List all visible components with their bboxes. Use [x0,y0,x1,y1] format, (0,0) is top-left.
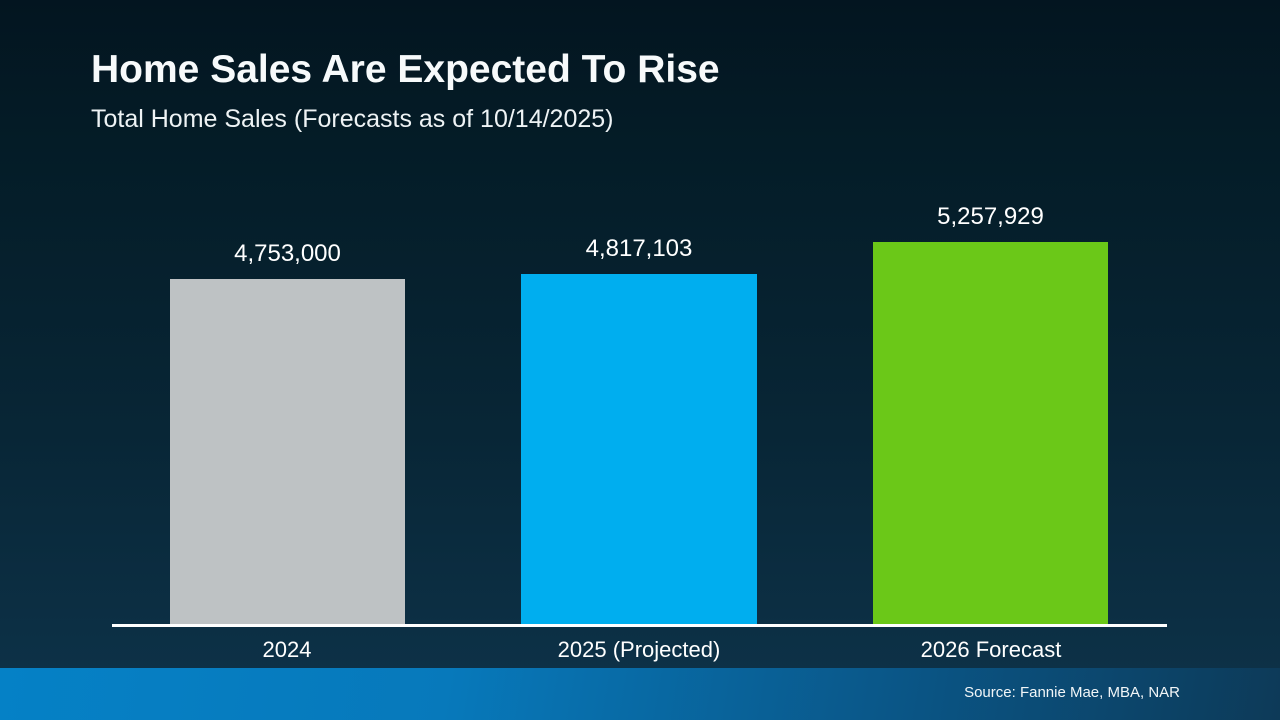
x-axis-label-2026: 2026 Forecast [920,637,1062,662]
bar-group-2024: 4,753,000 [170,204,405,624]
source-text: Source: Fannie Mae, MBA, NAR [964,684,1180,701]
x-axis-label-2025: 2025 (Projected) [557,637,721,662]
footer-bar: Source: Fannie Mae, MBA, NAR [0,668,1280,720]
bar-value-label: 4,817,103 [585,235,693,262]
x-axis-line [112,624,1167,627]
bar-2024 [170,279,405,624]
bar-2026 [873,242,1108,624]
bar-2025 [521,274,757,624]
x-axis-label-2024: 2024 [262,637,312,662]
bar-group-2025: 4,817,103 [521,204,757,624]
bar-value-label: 5,257,929 [937,203,1044,230]
page-title: Home Sales Are Expected To Rise [91,48,720,91]
bar-group-2026: 5,257,929 [873,203,1108,624]
page-subtitle: Total Home Sales (Forecasts as of 10/14/… [91,105,614,133]
bar-value-label: 4,753,000 [234,240,341,267]
